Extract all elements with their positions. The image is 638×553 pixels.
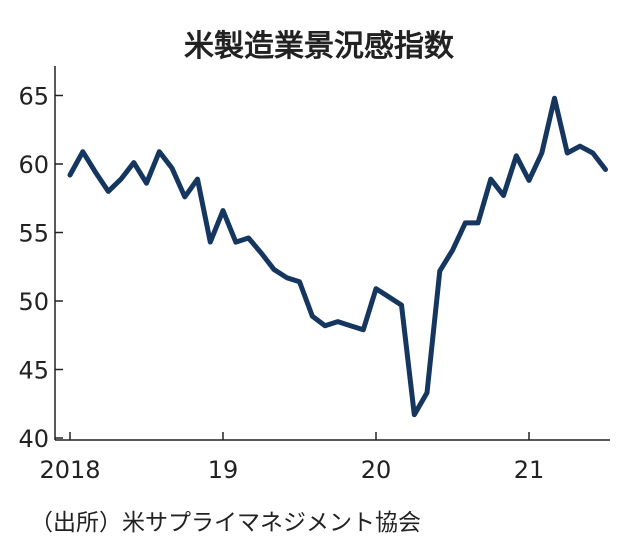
series-line	[67, 95, 608, 418]
x-tick-label: 20	[361, 456, 392, 484]
y-tick-label: 55	[18, 220, 49, 248]
x-tick-label: 21	[514, 456, 545, 484]
x-tick-label: 2018	[39, 456, 100, 484]
x-tick-label: 19	[208, 456, 239, 484]
y-tick-label: 50	[18, 288, 49, 316]
source-note: （出所）米サプライマネジメント協会	[30, 510, 421, 536]
y-tick-label: 60	[18, 151, 49, 179]
y-tick-label: 65	[18, 83, 49, 111]
y-tick-label: 45	[18, 357, 49, 385]
chart-title: 米製造業景況感指数	[184, 29, 455, 64]
y-ticks: 40 45 50 55 60 65	[18, 83, 63, 453]
y-tick-label: 40	[18, 425, 49, 453]
x-ticks: 2018 19 20 21	[39, 432, 544, 484]
